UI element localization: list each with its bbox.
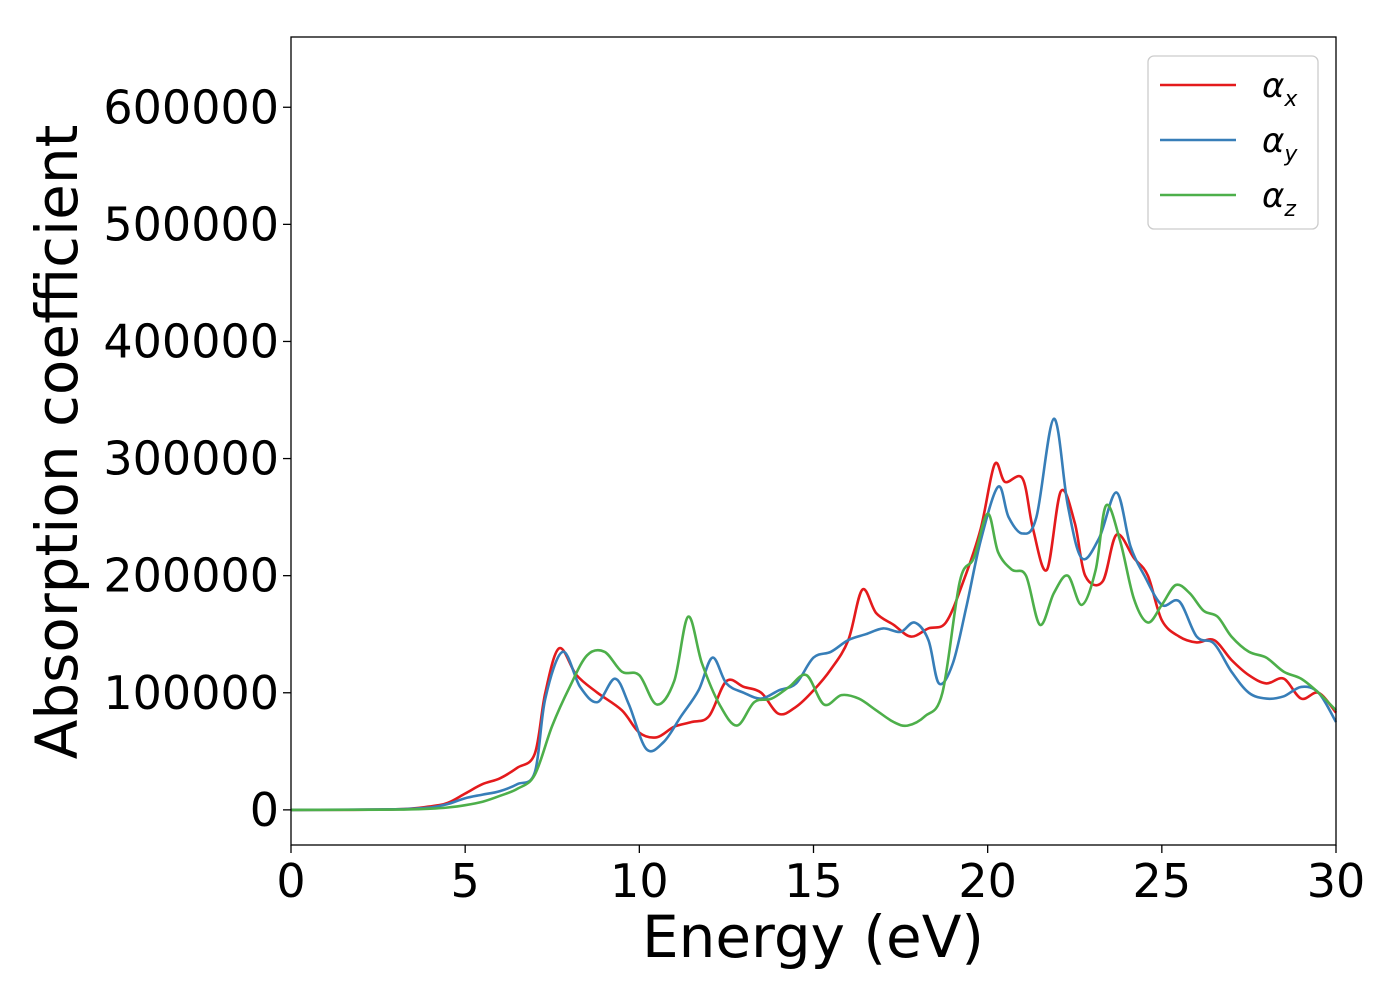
- series-line-z: [290, 503, 1337, 812]
- x-tick-label: 30: [1307, 854, 1366, 908]
- x-tick-label: 10: [610, 854, 669, 908]
- y-axis-ticks: 0 100000 200000 300000 400000 500000 600000: [103, 80, 291, 837]
- series-line-x: [290, 461, 1338, 812]
- x-tick-label: 20: [958, 854, 1017, 908]
- legend-label-y: αy: [1262, 121, 1298, 167]
- y-tick-label: 0: [250, 783, 279, 837]
- legend-symbol: α: [1262, 176, 1284, 216]
- legend-symbol: α: [1262, 66, 1284, 106]
- y-tick-label: 600000: [103, 80, 279, 134]
- x-tick-label: 0: [276, 854, 305, 908]
- legend-label-x: αx: [1262, 66, 1298, 112]
- x-tick-label: 25: [1133, 854, 1192, 908]
- series-layer: [290, 417, 1338, 812]
- legend-subscript: z: [1283, 197, 1296, 222]
- legend-label-z: αz: [1262, 176, 1296, 222]
- legend-symbol: α: [1262, 121, 1284, 161]
- y-tick-label: 200000: [103, 549, 279, 603]
- y-tick-label: 500000: [103, 197, 279, 251]
- y-axis-title: Absorption coefficient: [23, 125, 91, 760]
- x-axis-title: Energy (eV): [642, 903, 984, 971]
- x-tick-label: 15: [784, 854, 843, 908]
- legend-box: [1147, 55, 1319, 230]
- x-tick-label: 5: [451, 854, 480, 908]
- series-line-y: [290, 417, 1338, 812]
- y-tick-label: 300000: [103, 432, 279, 486]
- y-tick-label: 100000: [103, 666, 279, 720]
- legend-subscript: x: [1283, 87, 1298, 112]
- legend-subscript: y: [1283, 142, 1298, 167]
- x-axis-ticks: 0 5 10 15 20 25 30: [276, 845, 1365, 908]
- y-tick-label: 400000: [103, 314, 279, 368]
